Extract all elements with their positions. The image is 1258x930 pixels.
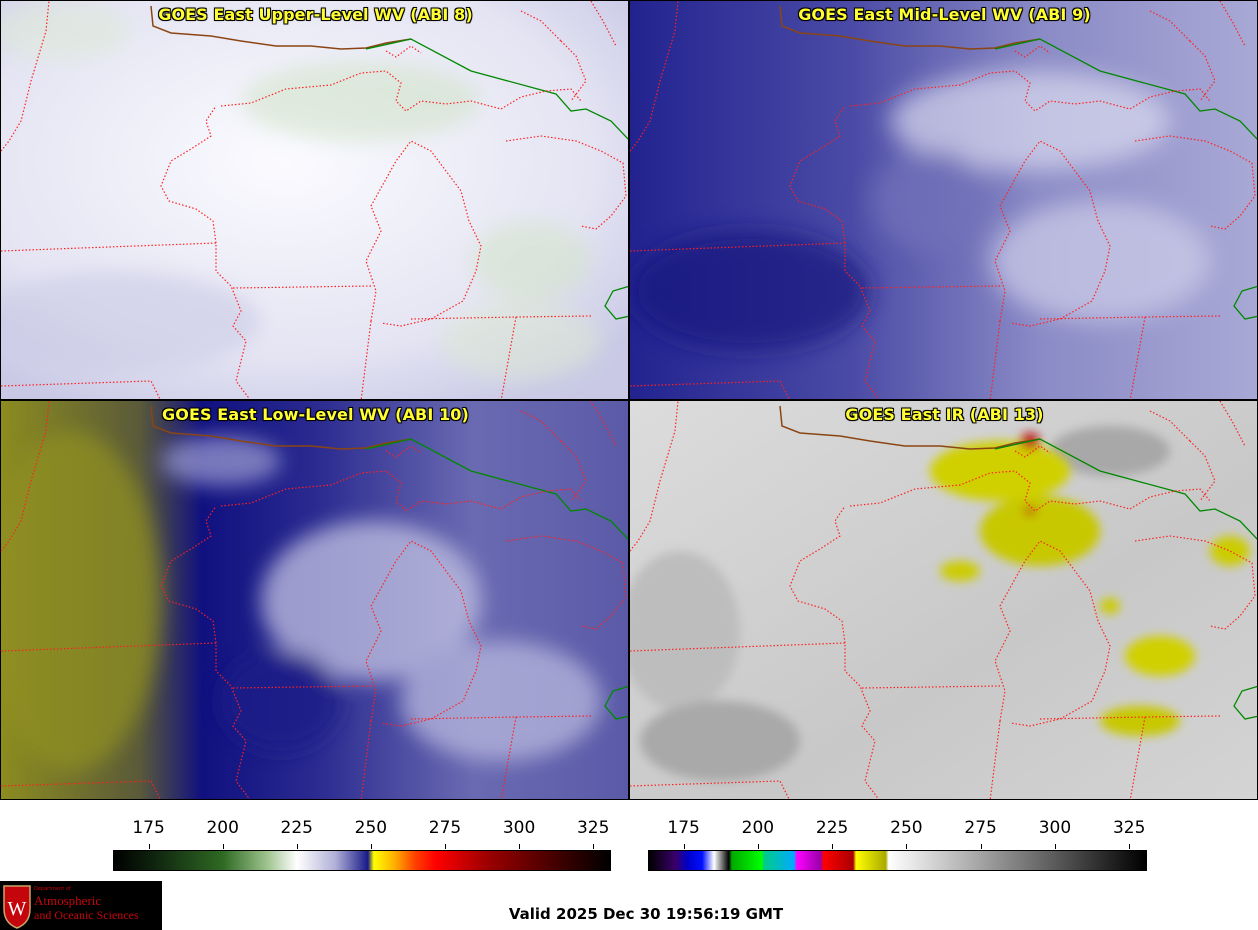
colorbar-tick-mark [445, 844, 446, 849]
logo-department: Department of [34, 886, 71, 892]
wv-colorbar-gradient [113, 850, 611, 871]
low-level-wv-map [1, 401, 628, 799]
colorbar-tick-label: 325 [576, 818, 610, 838]
colorbar-tick-mark [906, 844, 908, 849]
colorbar-tick-label: 175 [132, 818, 165, 838]
colorbar-tick-label: 275 [964, 818, 997, 838]
valid-time: Valid 2025 Dec 30 19:56:19 GMT [508, 905, 784, 923]
colorbar-tick-label: 200 [206, 818, 239, 838]
colorbar-tick-label: 275 [428, 818, 462, 838]
colorbar-tick-mark [222, 844, 224, 849]
panel-title: GOES East Mid-Level WV (ABI 9) [798, 5, 1091, 24]
colorbar-tick-mark [683, 844, 685, 849]
colorbar-tick-mark [980, 844, 982, 849]
panel-title: GOES East Upper-Level WV (ABI 8) [158, 5, 473, 24]
mid-level-wv-panel: GOES East Mid-Level WV (ABI 9) [629, 0, 1258, 400]
logo-oceanic-sciences: and Oceanic Sciences [34, 908, 139, 922]
colorbar-tick-mark [519, 844, 521, 849]
colorbar-tick-label: 300 [1038, 818, 1072, 838]
cold-cloud-tops [930, 433, 1250, 736]
colorbar-tick-label: 325 [1112, 818, 1146, 838]
low-level-wv-panel: GOES East Low-Level WV (ABI 10) [0, 400, 629, 800]
colorbar-tick-mark [1129, 844, 1131, 849]
panel-title: GOES East IR (ABI 13) [845, 405, 1044, 424]
colorbar-tick-mark [1054, 844, 1056, 849]
colorbar-tick-mark [148, 844, 150, 849]
logo-atmospheric: Atmospheric [34, 893, 102, 908]
crest-letter: W [8, 898, 27, 920]
ir-colorbar-gradient [648, 850, 1147, 871]
ir-map [630, 401, 1257, 799]
colorbar-tick-label: 175 [667, 818, 700, 838]
colorbar-tick-label: 225 [280, 818, 314, 838]
colorbar-tick-mark [757, 844, 759, 849]
aos-logo: W Department of Atmospheric and Oceanic … [0, 881, 162, 930]
colorbar-tick-mark [296, 844, 298, 849]
colorbar-tick-mark [370, 844, 372, 849]
wv-colorbar-ticks: 175 200 225 250 275 300 325 [113, 815, 611, 849]
uw-crest-icon: W [3, 885, 31, 929]
mid-level-wv-map [630, 1, 1257, 399]
colorbar-tick-label: 225 [815, 818, 849, 838]
colorbar-tick-label: 250 [354, 818, 388, 838]
wv-colorbar: 175 200 225 250 275 300 325 [113, 815, 611, 875]
colorbar-tick-mark [832, 844, 834, 849]
colorbar-tick-label: 200 [741, 818, 775, 838]
colorbar-tick-label: 300 [502, 818, 536, 838]
ir-colorbar-ticks: 175 200 225 250 275 300 325 [648, 815, 1147, 849]
upper-level-wv-panel: GOES East Upper-Level WV (ABI 8) [0, 0, 629, 400]
colorbar-tick-mark [593, 844, 595, 849]
colorbar-tick-label: 250 [890, 818, 923, 838]
ir-colorbar: 175 200 225 250 275 300 325 [648, 815, 1147, 875]
upper-level-wv-map [1, 1, 628, 399]
panel-title: GOES East Low-Level WV (ABI 10) [162, 405, 469, 424]
ir-panel: GOES East IR (ABI 13) [629, 400, 1258, 800]
